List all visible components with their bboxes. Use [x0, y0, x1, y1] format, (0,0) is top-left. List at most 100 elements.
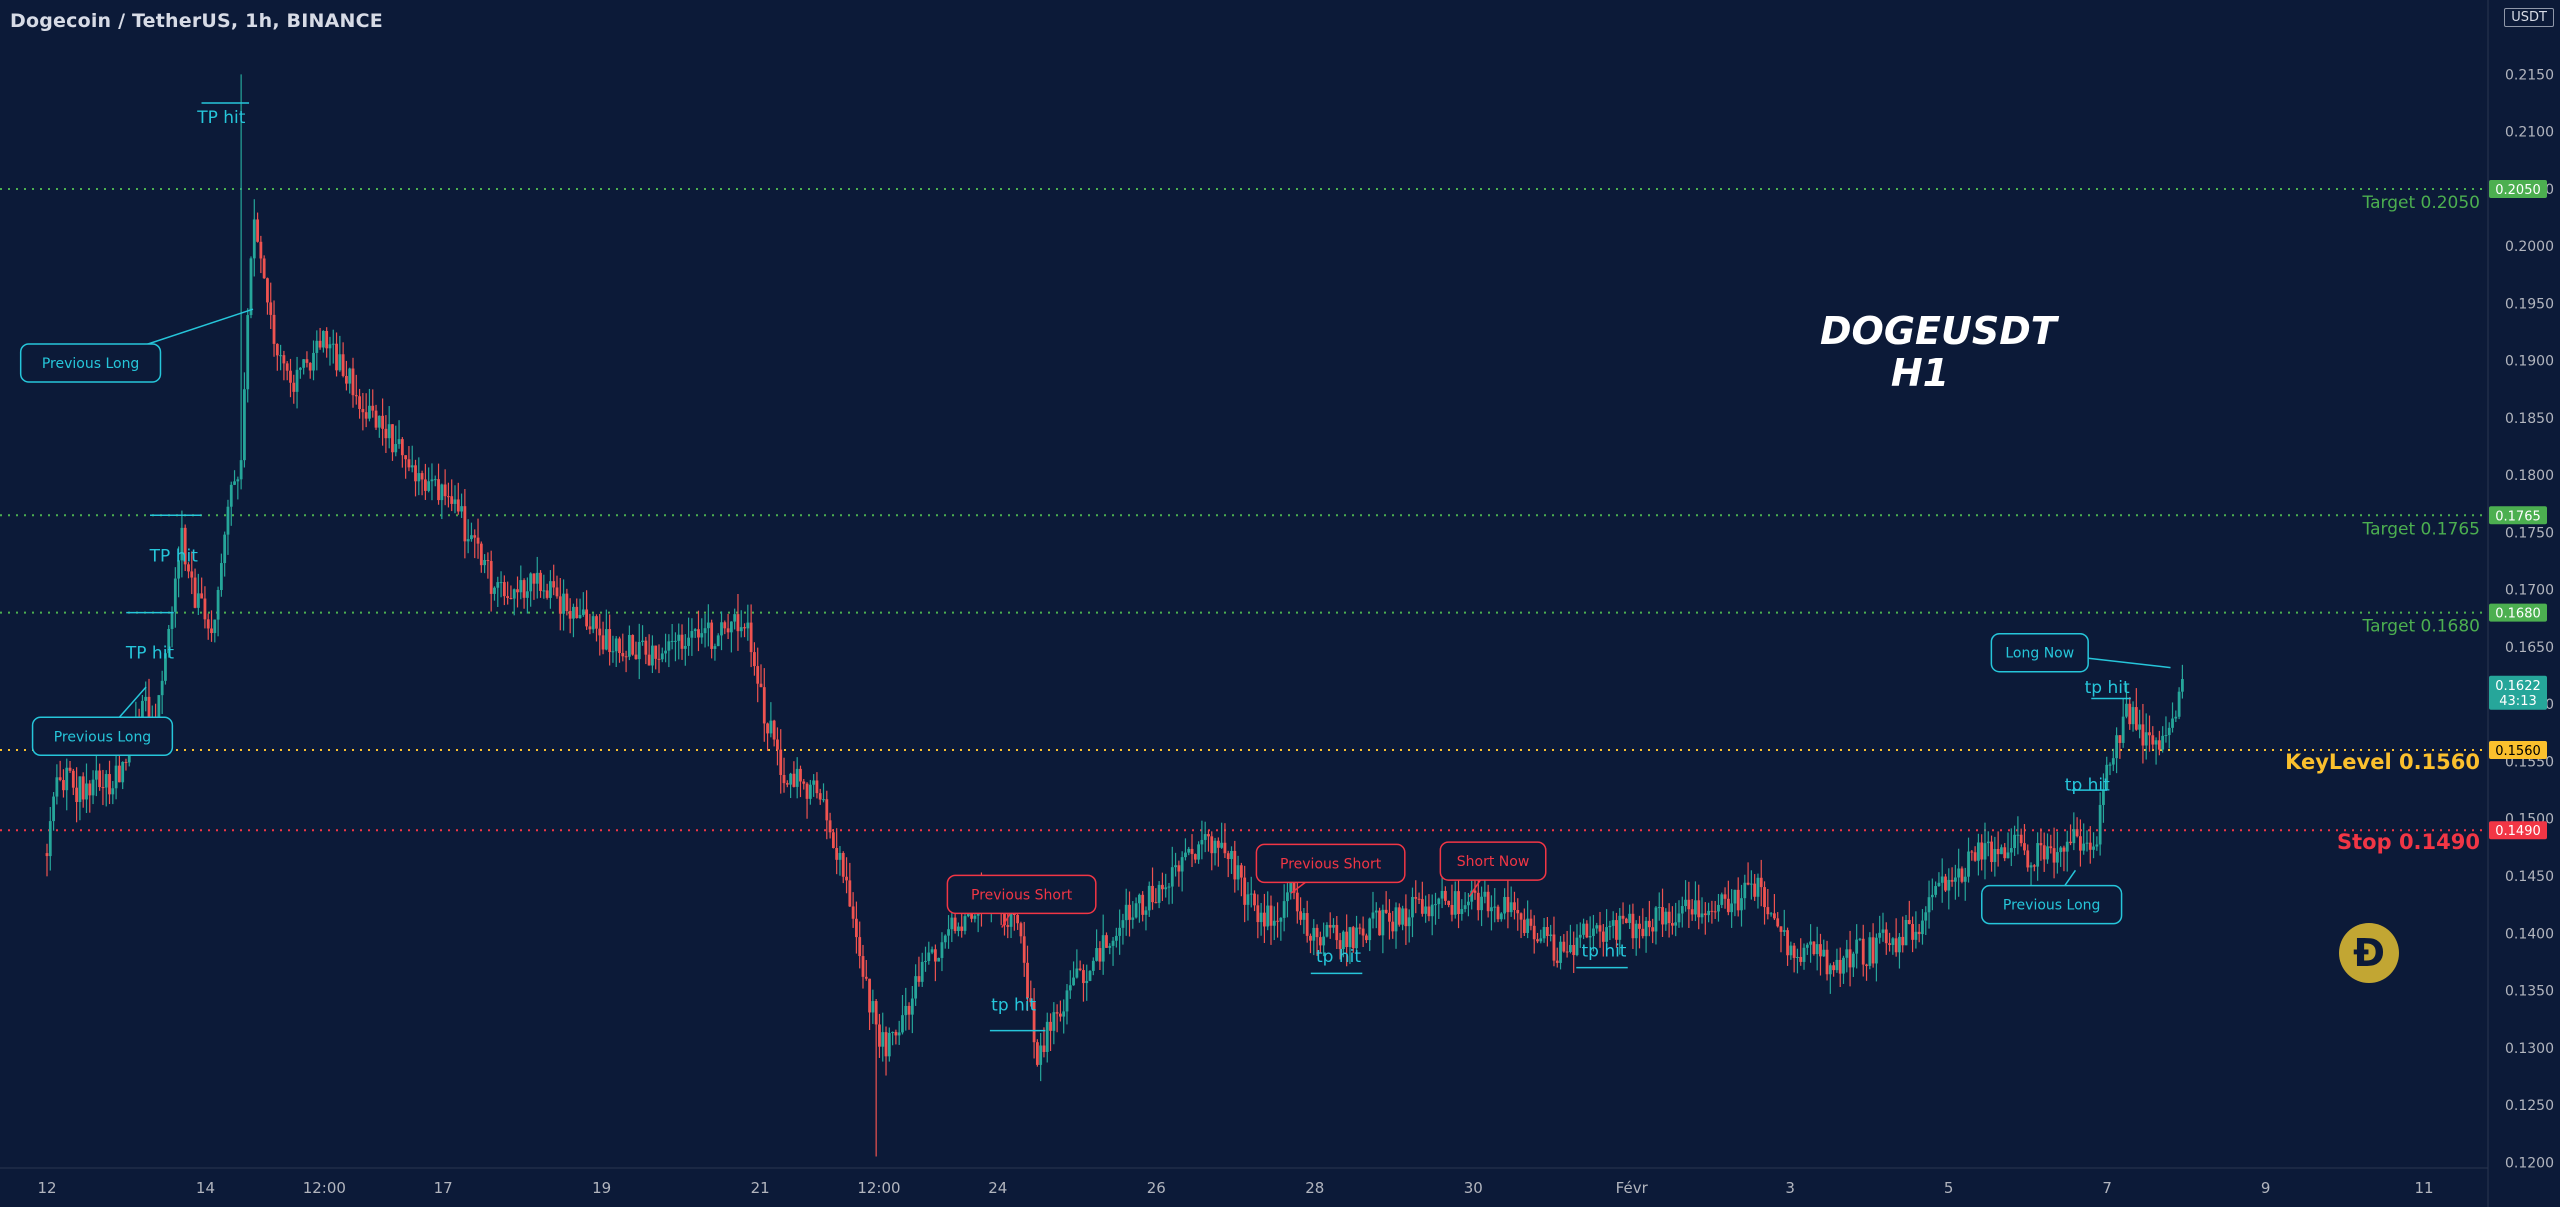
candle-body: [618, 638, 621, 654]
candle-body: [1121, 920, 1125, 928]
candle-body: [1522, 919, 1526, 933]
candle-body: [1819, 944, 1822, 957]
candle-body: [1601, 931, 1605, 942]
candle-body: [1618, 915, 1622, 940]
candle-body: [1917, 931, 1921, 935]
candle-body: [1921, 920, 1924, 935]
candle-body: [2118, 735, 2122, 743]
time-axis[interactable]: 12 14 12:00 17 19 21 12:00 24 26 28 30 Févr 3 5 7 9 11: [37, 1179, 2433, 1197]
level-tag-box-stop-1490: [2489, 821, 2547, 840]
candle-body: [325, 330, 329, 349]
candle-body: [1417, 898, 1421, 900]
candle-body: [1467, 901, 1470, 906]
candle-body: [1960, 868, 1964, 882]
candle-body: [2092, 846, 2095, 850]
candle-body: [1190, 848, 1194, 855]
candle-body: [1651, 927, 1655, 932]
candle-body: [1634, 923, 1638, 939]
candle-body: [2105, 764, 2109, 790]
candle-body: [1726, 898, 1730, 913]
candle-body: [588, 626, 592, 630]
candle-body: [1351, 927, 1355, 949]
candle-body: [1996, 848, 2000, 855]
candle-body: [1411, 896, 1414, 918]
price-tick-label: 0.1950: [2505, 296, 2554, 312]
candle-body: [1220, 842, 1224, 848]
candle-body: [1631, 913, 1635, 939]
candle-body: [2052, 848, 2056, 863]
candle-body: [680, 634, 684, 649]
candle-body: [1934, 886, 1938, 895]
candle-body: [1480, 896, 1483, 911]
candle-body: [269, 302, 273, 315]
candle-body: [532, 573, 536, 584]
candle-body: [1654, 907, 1658, 932]
candle-body: [957, 926, 960, 931]
candle-body: [1898, 936, 1901, 953]
candle-body: [1065, 990, 1069, 1012]
candle-body: [1572, 944, 1576, 956]
candle-body: [1276, 920, 1279, 922]
candle-body: [776, 739, 779, 750]
candle-body: [845, 876, 848, 881]
candle-body: [930, 949, 934, 953]
price-tick-label: 0.2150: [2505, 67, 2554, 83]
candle-body: [1776, 918, 1780, 927]
symbol-title[interactable]: Dogecoin / TetherUS, 1h, BINANCE: [10, 10, 383, 32]
candle-body: [1703, 913, 1707, 916]
candle-body: [940, 942, 944, 958]
candle-body: [1796, 956, 1799, 958]
candle-body: [354, 395, 358, 397]
candle-body: [1723, 894, 1727, 899]
candle-body: [1424, 906, 1428, 914]
candle-body: [1338, 940, 1342, 950]
candle-body: [1611, 920, 1615, 926]
candle-body: [904, 1005, 908, 1016]
candle-body: [1901, 936, 1905, 946]
candle-body: [2125, 703, 2128, 717]
candle-body: [535, 572, 539, 584]
price-tick-label: 0.2100: [2505, 125, 2554, 141]
candle-body: [674, 640, 677, 642]
candle-body: [1098, 948, 1102, 962]
candle-body: [799, 768, 802, 782]
candle-body: [1105, 935, 1108, 948]
dogecoin-logo-icon: Ð: [2339, 923, 2399, 983]
candle-body: [216, 590, 220, 620]
candle-body: [117, 765, 121, 783]
price-unit-badge[interactable]: USDT: [2504, 8, 2554, 27]
candle-body: [1970, 851, 1974, 853]
candle-body: [1766, 907, 1770, 915]
candle-body: [1230, 850, 1233, 860]
candle-body: [1884, 929, 1888, 944]
candle-body: [1388, 912, 1391, 922]
candle-body: [1042, 1045, 1046, 1052]
candle-body: [710, 622, 714, 649]
candle-body: [58, 777, 62, 781]
candle-body: [1694, 900, 1697, 915]
candle-body: [516, 589, 519, 593]
candle-body: [94, 770, 98, 780]
candle-body: [85, 783, 88, 800]
candle-body: [1687, 899, 1691, 910]
candle-body: [226, 506, 230, 535]
candle-body: [1095, 948, 1099, 961]
candle-body: [660, 653, 664, 660]
candle-body: [1552, 934, 1556, 961]
candle-body: [815, 780, 819, 794]
candle-body: [2148, 732, 2151, 736]
candle-body: [762, 687, 766, 724]
bar-countdown: 43:13: [2499, 694, 2536, 709]
price-tick-label: 0.1450: [2505, 869, 2554, 885]
candle-body: [960, 926, 964, 931]
time-tick-label: 9: [2261, 1179, 2271, 1197]
candle-body: [371, 405, 375, 411]
candle-body: [792, 773, 796, 787]
price-tick-label: 0.1850: [2505, 411, 2554, 427]
candles-layer: [45, 74, 2184, 1157]
candle-body: [729, 621, 733, 633]
candle-body: [407, 459, 411, 468]
candle-body: [318, 340, 322, 348]
